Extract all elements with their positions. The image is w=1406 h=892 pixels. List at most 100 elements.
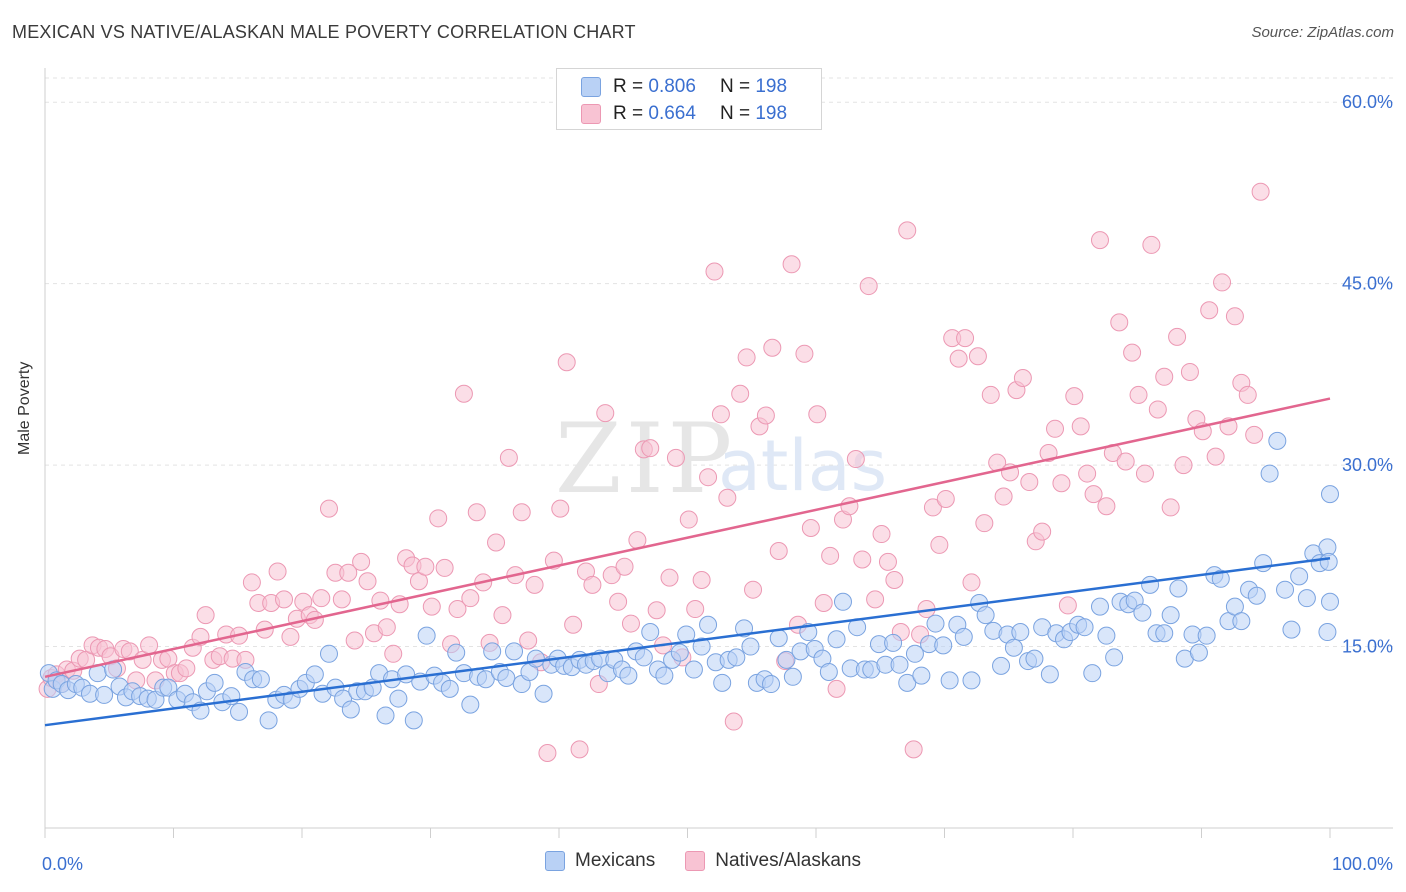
data-point-natives bbox=[1161, 498, 1180, 517]
data-point-mexicans bbox=[440, 679, 459, 698]
data-point-natives bbox=[1251, 182, 1270, 201]
data-point-mexicans bbox=[230, 702, 249, 721]
data-point-natives bbox=[756, 406, 775, 425]
data-point-natives bbox=[1084, 485, 1103, 504]
data-point-mexicans bbox=[1321, 592, 1339, 611]
data-point-natives bbox=[878, 552, 897, 571]
data-point-natives bbox=[705, 262, 724, 281]
data-point-natives bbox=[885, 571, 904, 590]
data-point-mexicans bbox=[833, 592, 852, 611]
data-point-mexicans bbox=[769, 629, 788, 648]
watermark-atlas: atlas bbox=[718, 425, 887, 507]
grid-lines bbox=[45, 77, 1393, 648]
data-point-mexicans bbox=[619, 666, 638, 685]
data-point-natives bbox=[461, 589, 480, 608]
data-point-mexicans bbox=[655, 666, 674, 685]
data-point-natives bbox=[454, 384, 473, 403]
data-point-mexicans bbox=[1318, 623, 1337, 642]
data-point-natives bbox=[422, 597, 441, 616]
data-point-mexicans bbox=[762, 675, 781, 694]
data-point-natives bbox=[686, 600, 705, 619]
data-point-mexicans bbox=[526, 649, 545, 668]
data-point-natives bbox=[711, 405, 730, 424]
data-point-mexicans bbox=[389, 689, 408, 708]
y-tick-label: 60.0% bbox=[1342, 92, 1393, 112]
data-point-mexicans bbox=[1290, 567, 1309, 586]
data-point-natives bbox=[1013, 369, 1032, 387]
data-point-natives bbox=[679, 510, 698, 529]
data-point-natives bbox=[795, 344, 814, 363]
data-point-natives bbox=[467, 503, 486, 522]
legend-n-label: N = bbox=[719, 76, 751, 97]
data-point-natives bbox=[827, 679, 846, 698]
data-point-natives bbox=[866, 590, 885, 609]
data-point-mexicans bbox=[926, 614, 945, 633]
data-point-natives bbox=[821, 546, 840, 565]
data-point-natives bbox=[808, 405, 827, 424]
data-point-natives bbox=[538, 744, 557, 762]
data-point-natives bbox=[435, 558, 454, 577]
data-point-natives bbox=[962, 573, 981, 592]
data-point-mexicans bbox=[912, 666, 931, 685]
data-point-natives bbox=[956, 329, 975, 348]
data-point-natives bbox=[281, 627, 300, 646]
data-point-natives bbox=[339, 563, 358, 582]
data-point-mexicans bbox=[1276, 580, 1295, 599]
data-point-mexicans bbox=[461, 695, 480, 714]
data-point-mexicans bbox=[1097, 626, 1116, 645]
data-point-natives bbox=[731, 384, 750, 403]
data-point-natives bbox=[609, 592, 628, 611]
legend-item-natives[interactable]: Natives/Alaskans bbox=[685, 850, 861, 872]
data-point-natives bbox=[1200, 301, 1219, 320]
legend-item-mexicans[interactable]: Mexicans bbox=[545, 850, 655, 872]
data-point-natives bbox=[898, 221, 917, 240]
data-point-natives bbox=[699, 468, 718, 487]
data-point-natives bbox=[801, 519, 820, 537]
legend-n-value: 198 bbox=[755, 76, 788, 97]
data-point-natives bbox=[1180, 362, 1199, 381]
data-point-natives bbox=[275, 590, 294, 609]
data-point-mexicans bbox=[1268, 431, 1287, 450]
data-point-mexicans bbox=[1141, 575, 1160, 594]
legend-r-label: R = bbox=[613, 103, 644, 124]
data-point-natives bbox=[1129, 385, 1148, 404]
data-point-mexicans bbox=[905, 644, 924, 663]
data-point-mexicans bbox=[1197, 626, 1216, 645]
data-point-mexicans bbox=[447, 643, 466, 662]
data-point-natives bbox=[975, 514, 994, 533]
data-point-mexicans bbox=[777, 650, 796, 669]
data-point-natives bbox=[724, 712, 743, 731]
data-point-mexicans bbox=[95, 685, 114, 704]
data-point-natives bbox=[1052, 474, 1071, 493]
data-point-natives bbox=[763, 338, 782, 357]
data-point-mexicans bbox=[251, 670, 270, 689]
data-point-mexicans bbox=[1105, 648, 1124, 667]
data-point-natives bbox=[487, 533, 506, 552]
data-point-natives bbox=[242, 573, 261, 592]
data-point-natives bbox=[177, 659, 196, 678]
legend-r-value: 0.664 bbox=[648, 103, 696, 124]
data-point-mexicans bbox=[827, 630, 846, 649]
data-point-mexicans bbox=[1232, 612, 1251, 631]
legend-swatch-natives bbox=[581, 104, 601, 124]
data-point-mexicans bbox=[417, 626, 436, 645]
data-point-natives bbox=[499, 448, 518, 467]
data-point-natives bbox=[994, 487, 1013, 506]
data-point-mexicans bbox=[641, 623, 660, 642]
data-point-natives bbox=[641, 439, 660, 458]
x-ticks bbox=[44, 828, 1331, 838]
legend-r-label: R = bbox=[613, 76, 644, 97]
data-point-natives bbox=[1155, 367, 1174, 386]
data-point-mexicans bbox=[1083, 664, 1102, 683]
data-point-natives bbox=[140, 636, 159, 655]
data-point-mexicans bbox=[534, 684, 553, 703]
legend-label-mexicans: Mexicans bbox=[575, 850, 656, 871]
data-point-mexicans bbox=[376, 706, 395, 725]
legend-label-natives: Natives/Alaskans bbox=[715, 850, 861, 871]
data-point-natives bbox=[647, 601, 666, 620]
data-point-mexicans bbox=[341, 700, 360, 719]
trend-lines bbox=[44, 397, 1331, 727]
data-point-natives bbox=[557, 353, 576, 372]
data-point-natives bbox=[621, 614, 640, 633]
